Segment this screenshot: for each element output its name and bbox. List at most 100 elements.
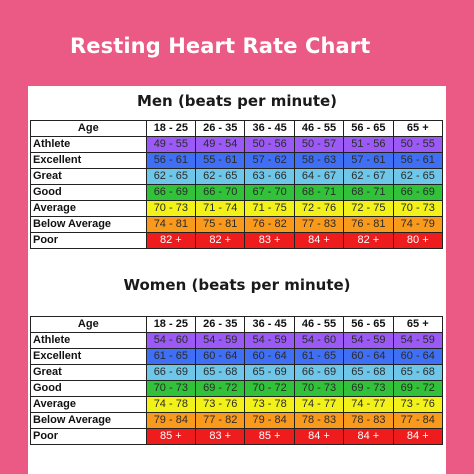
- category-label: Poor: [30, 232, 147, 249]
- women-heart-rate-table: Age 18 - 25 26 - 35 36 - 45 46 - 55 56 - 65 65…: [30, 316, 444, 445]
- heart-rate-cell: 74 - 81: [145, 216, 197, 233]
- heart-rate-cell: 57 - 62: [244, 152, 295, 169]
- heart-rate-cell: 65 - 68: [392, 364, 444, 381]
- category-label: Average: [30, 396, 147, 413]
- age-range-header: 65 +: [392, 120, 444, 137]
- heart-rate-cell: 70 - 73: [293, 380, 345, 397]
- age-range-header: 26 - 35: [195, 120, 246, 137]
- heart-rate-cell: 71 - 75: [244, 200, 295, 217]
- table-row: Great 66 - 69 65 - 68 65 - 69 66 - 69 65 - 68…: [30, 364, 444, 381]
- table-row: Excellent 56 - 61 55 - 61 57 - 62 58 - 63 57 …: [30, 152, 444, 169]
- heart-rate-cell: 84 +: [293, 232, 345, 249]
- heart-rate-cell: 55 - 61: [195, 152, 246, 169]
- heart-rate-cell: 69 - 72: [392, 380, 444, 397]
- heart-rate-cell: 84 +: [343, 428, 394, 445]
- heart-rate-cell: 62 - 65: [392, 168, 444, 185]
- category-label: Good: [30, 184, 147, 201]
- chart-panel: Men (beats per minute) Age 18 - 25 26 - 35…: [28, 86, 446, 474]
- heart-rate-cell: 77 - 84: [392, 412, 444, 429]
- heart-rate-cell: 62 - 65: [145, 168, 197, 185]
- category-label: Athlete: [30, 136, 147, 153]
- age-header: Age: [30, 316, 147, 333]
- heart-rate-cell: 54 - 59: [392, 332, 444, 349]
- table-row: Average 74 - 78 73 - 76 73 - 78 74 - 77 74 - …: [30, 396, 444, 413]
- heart-rate-cell: 54 - 59: [195, 332, 246, 349]
- age-range-header: 46 - 55: [293, 120, 345, 137]
- heart-rate-cell: 70 - 73: [145, 200, 197, 217]
- page-title: Resting Heart Rate Chart: [70, 34, 371, 58]
- heart-rate-cell: 49 - 54: [195, 136, 246, 153]
- heart-rate-cell: 69 - 72: [195, 380, 246, 397]
- heart-rate-cell: 61 - 65: [293, 348, 345, 365]
- men-header-row: Age 18 - 25 26 - 35 36 - 45 46 - 55 56 - 65 65…: [30, 120, 444, 137]
- table-row: Excellent 61 - 65 60 - 64 60 - 64 61 - 65 60 …: [30, 348, 444, 365]
- heart-rate-cell: 77 - 83: [293, 216, 345, 233]
- heart-rate-cell: 84 +: [392, 428, 444, 445]
- age-header: Age: [30, 120, 147, 137]
- heart-rate-cell: 76 - 81: [343, 216, 394, 233]
- heart-rate-cell: 65 - 68: [195, 364, 246, 381]
- table-row: Below Average 79 - 84 77 - 82 79 - 84 78 - 8…: [30, 412, 444, 429]
- age-range-header: 56 - 65: [343, 316, 394, 333]
- heart-rate-cell: 58 - 63: [293, 152, 345, 169]
- heart-rate-cell: 60 - 64: [343, 348, 394, 365]
- table-row: Athlete 49 - 55 49 - 54 50 - 56 50 - 57 51 - …: [30, 136, 444, 153]
- age-range-header: 36 - 45: [244, 316, 295, 333]
- heart-rate-cell: 78 - 83: [293, 412, 345, 429]
- heart-rate-cell: 83 +: [195, 428, 246, 445]
- heart-rate-cell: 78 - 83: [343, 412, 394, 429]
- heart-rate-cell: 83 +: [244, 232, 295, 249]
- table-row: Average 70 - 73 71 - 74 71 - 75 72 - 76 72 - …: [30, 200, 444, 217]
- category-label: Excellent: [30, 348, 147, 365]
- heart-rate-cell: 74 - 77: [293, 396, 345, 413]
- category-label: Good: [30, 380, 147, 397]
- heart-rate-cell: 75 - 81: [195, 216, 246, 233]
- heart-rate-cell: 72 - 76: [293, 200, 345, 217]
- heart-rate-cell: 65 - 69: [244, 364, 295, 381]
- heart-rate-cell: 72 - 75: [343, 200, 394, 217]
- heart-rate-cell: 61 - 65: [145, 348, 197, 365]
- table-row: Good 70 - 73 69 - 72 70 - 72 70 - 73 69 - 73 6…: [30, 380, 444, 397]
- age-range-header: 46 - 55: [293, 316, 345, 333]
- heart-rate-cell: 82 +: [145, 232, 197, 249]
- table-row: Good 66 - 69 66 - 70 67 - 70 68 - 71 68 - 71 6…: [30, 184, 444, 201]
- category-label: Athlete: [30, 332, 147, 349]
- heart-rate-cell: 74 - 79: [392, 216, 444, 233]
- heart-rate-cell: 73 - 76: [195, 396, 246, 413]
- age-range-header: 56 - 65: [343, 120, 394, 137]
- category-label: Below Average: [30, 412, 147, 429]
- heart-rate-cell: 57 - 61: [343, 152, 394, 169]
- heart-rate-cell: 67 - 70: [244, 184, 295, 201]
- table-row: Athlete 54 - 60 54 - 59 54 - 59 54 - 60 54 - …: [30, 332, 444, 349]
- age-range-header: 18 - 25: [145, 316, 197, 333]
- heart-rate-cell: 66 - 69: [145, 184, 197, 201]
- heart-rate-cell: 70 - 73: [392, 200, 444, 217]
- heart-rate-cell: 64 - 67: [293, 168, 345, 185]
- heart-rate-cell: 56 - 61: [145, 152, 197, 169]
- heart-rate-cell: 60 - 64: [244, 348, 295, 365]
- category-label: Excellent: [30, 152, 147, 169]
- heart-rate-cell: 66 - 69: [145, 364, 197, 381]
- table-row: Poor 85 +83 +85 +84 +84 +84 +: [30, 428, 444, 445]
- age-range-header: 65 +: [392, 316, 444, 333]
- heart-rate-cell: 69 - 73: [343, 380, 394, 397]
- heart-rate-cell: 85 +: [145, 428, 197, 445]
- heart-rate-cell: 68 - 71: [293, 184, 345, 201]
- women-section-title: Women (beats per minute): [123, 276, 351, 294]
- women-header-row: Age 18 - 25 26 - 35 36 - 45 46 - 55 56 - 65 65…: [30, 316, 444, 333]
- age-range-header: 26 - 35: [195, 316, 246, 333]
- heart-rate-cell: 56 - 61: [392, 152, 444, 169]
- men-heart-rate-table: Age 18 - 25 26 - 35 36 - 45 46 - 55 56 - 65 65…: [30, 120, 444, 249]
- heart-rate-cell: 54 - 60: [293, 332, 345, 349]
- heart-rate-cell: 71 - 74: [195, 200, 246, 217]
- category-label: Average: [30, 200, 147, 217]
- age-range-header: 36 - 45: [244, 120, 295, 137]
- heart-rate-cell: 54 - 59: [244, 332, 295, 349]
- heart-rate-cell: 65 - 68: [343, 364, 394, 381]
- heart-rate-cell: 54 - 59: [343, 332, 394, 349]
- men-section-title: Men (beats per minute): [136, 92, 338, 110]
- heart-rate-cell: 50 - 57: [293, 136, 345, 153]
- category-label: Poor: [30, 428, 147, 445]
- heart-rate-cell: 77 - 82: [195, 412, 246, 429]
- heart-rate-cell: 66 - 69: [392, 184, 444, 201]
